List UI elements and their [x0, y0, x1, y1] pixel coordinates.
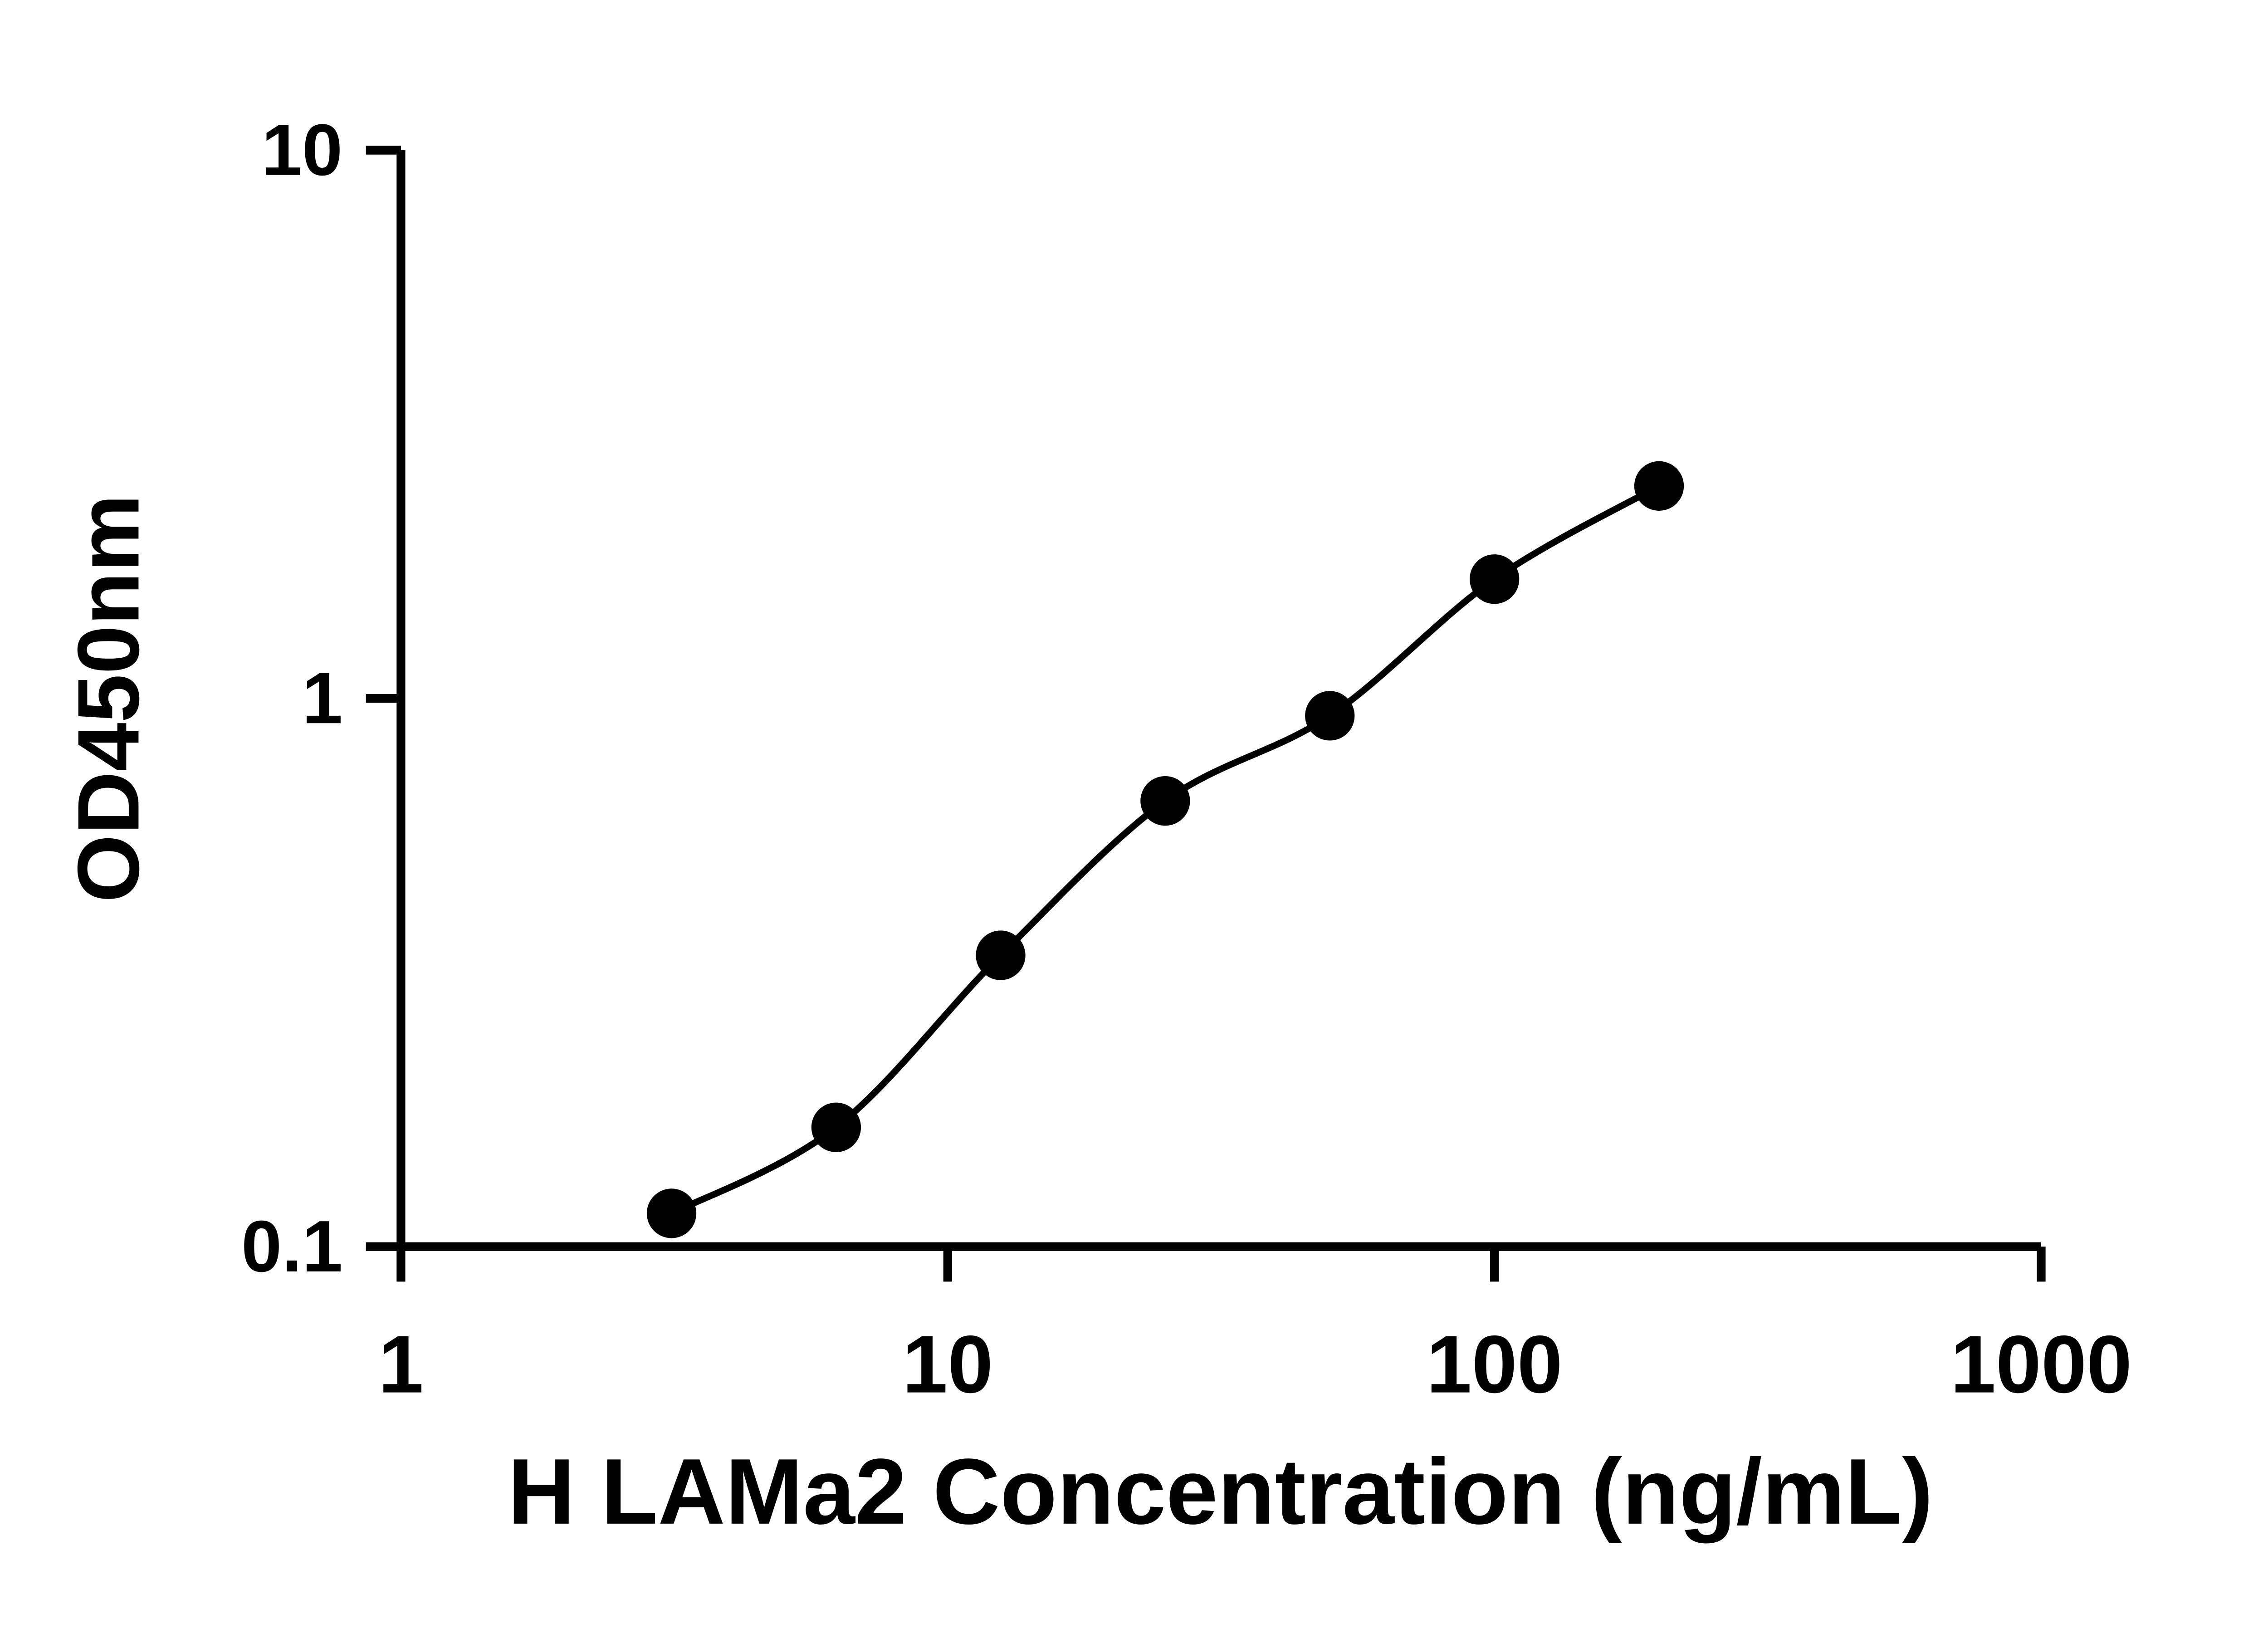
- data-point-marker: [646, 1188, 697, 1238]
- x-tick-label: 1000: [1950, 1319, 2132, 1410]
- data-point-marker: [811, 1102, 861, 1152]
- x-tick-label: 1: [378, 1319, 424, 1410]
- data-point-marker: [1634, 461, 1684, 511]
- data-point-marker: [1140, 776, 1190, 826]
- data-point-marker: [1470, 554, 1520, 604]
- y-tick-label: 0.1: [241, 1206, 342, 1287]
- x-tick-label: 10: [902, 1319, 993, 1410]
- x-tick-label: 100: [1426, 1319, 1562, 1410]
- y-axis-title: OD450nm: [59, 494, 157, 902]
- y-tick-label: 1: [302, 658, 342, 739]
- y-tick-label: 10: [262, 110, 343, 191]
- data-point-marker: [1305, 691, 1355, 741]
- axes: 0.1 1 10 1 10 100 1000: [241, 110, 2132, 1410]
- data-point-marker: [976, 930, 1026, 980]
- plot-area: [646, 461, 1684, 1238]
- x-axis-title: H LAMa2 Concentration (ng/mL): [508, 1439, 1933, 1544]
